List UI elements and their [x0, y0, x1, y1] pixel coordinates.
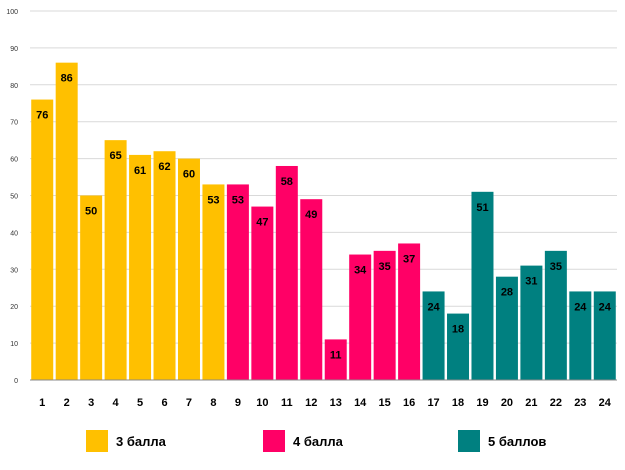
bar-value-label: 47	[256, 217, 268, 229]
bar	[324, 339, 347, 380]
bar	[275, 165, 298, 380]
bar	[422, 291, 445, 380]
bar	[593, 291, 616, 380]
x-tick-label: 14	[354, 397, 367, 409]
x-tick-label: 16	[403, 397, 415, 409]
bar-value-label: 35	[550, 261, 562, 273]
x-tick-label: 21	[525, 397, 537, 409]
bar	[569, 291, 592, 380]
x-tick-label: 5	[137, 397, 143, 409]
bar-value-label: 24	[427, 301, 440, 313]
x-tick-label: 24	[599, 397, 612, 409]
bar	[31, 99, 54, 380]
bars	[31, 62, 616, 380]
x-tick-label: 22	[550, 397, 562, 409]
x-tick-label: 13	[330, 397, 342, 409]
bar	[349, 254, 372, 380]
x-tick-label: 11	[281, 397, 293, 409]
bar-value-label: 53	[232, 194, 244, 206]
bar-value-label: 76	[36, 110, 48, 122]
x-tick-label: 23	[574, 397, 586, 409]
legend-item-4: 4 балла	[263, 430, 343, 452]
bar-value-label: 35	[379, 261, 391, 273]
y-tick-label: 80	[10, 83, 18, 90]
legend-label-4: 4 балла	[293, 433, 343, 449]
x-tick-label: 17	[427, 397, 439, 409]
x-tick-label: 7	[186, 397, 192, 409]
x-tick-label: 20	[501, 397, 513, 409]
x-axis-tick-labels: 1 2 3 4 5 6 7 8 9 10 11 12 13 14 15 16 17 18 19 20 21 22 23 24	[39, 397, 612, 409]
bar	[471, 191, 494, 380]
y-tick-label: 0	[14, 378, 18, 385]
bar	[177, 158, 200, 380]
bar	[495, 276, 518, 380]
bar-value-label: 61	[134, 165, 146, 177]
x-tick-label: 9	[235, 397, 241, 409]
bar-value-label: 53	[207, 194, 219, 206]
bar	[153, 151, 176, 380]
x-tick-label: 6	[161, 397, 167, 409]
x-tick-label: 12	[305, 397, 317, 409]
legend-label-5: 5 баллов	[488, 433, 547, 449]
x-tick-label: 19	[476, 397, 488, 409]
y-tick-label: 10	[10, 341, 18, 348]
bar	[129, 154, 152, 380]
x-tick-label: 15	[379, 397, 391, 409]
bar-value-label: 11	[330, 349, 342, 361]
gridlines	[30, 10, 617, 344]
legend-item-3: 3 балла	[86, 430, 166, 452]
y-tick-label: 40	[10, 230, 18, 237]
y-tick-label: 100	[6, 9, 18, 16]
legend-swatch-3	[86, 430, 108, 452]
bar-value-label: 65	[109, 150, 121, 162]
bar	[544, 250, 567, 380]
legend-item-5: 5 баллов	[458, 430, 546, 452]
bar-value-label: 86	[61, 73, 73, 85]
x-tick-label: 18	[452, 397, 464, 409]
y-tick-label: 60	[10, 157, 18, 164]
legend-swatch-5	[458, 430, 480, 452]
data-labels: 76 86 50 65 61 62 60 53 53 47 58 49 11 34 35 37 24 18 51 28…	[36, 73, 612, 362]
y-tick-label: 70	[10, 120, 18, 127]
bar-value-label: 58	[281, 176, 293, 188]
bar	[520, 265, 543, 380]
legend-label-3: 3 балла	[116, 433, 166, 449]
x-tick-label: 8	[210, 397, 216, 409]
bar	[80, 195, 103, 380]
bar	[55, 62, 78, 380]
bar	[202, 184, 225, 380]
y-tick-label: 90	[10, 46, 18, 53]
legend-swatch-4	[263, 430, 285, 452]
x-tick-label: 3	[88, 397, 94, 409]
y-axis-tick-labels: 0 10 20 30 40 50 60 70 80 90 100	[6, 9, 18, 385]
bar-value-label: 62	[158, 161, 170, 173]
bar	[447, 313, 470, 380]
bar	[226, 184, 249, 380]
bar	[398, 243, 421, 380]
bar-value-label: 31	[525, 276, 537, 288]
y-tick-label: 30	[10, 267, 18, 274]
x-tick-label: 4	[113, 397, 120, 409]
bar-value-label: 49	[305, 209, 317, 221]
bar-value-label: 18	[452, 324, 464, 336]
y-tick-label: 20	[10, 304, 18, 311]
bar-value-label: 24	[599, 301, 612, 313]
bar-value-label: 60	[183, 169, 195, 181]
bar-value-label: 51	[476, 202, 488, 214]
x-tick-label: 1	[39, 397, 45, 409]
x-tick-label: 10	[256, 397, 268, 409]
bar-value-label: 50	[85, 206, 97, 218]
y-tick-label: 50	[10, 194, 18, 201]
bar	[300, 199, 323, 380]
x-tick-label: 2	[64, 397, 70, 409]
bar-value-label: 34	[354, 265, 367, 277]
bar-value-label: 28	[501, 287, 513, 299]
bar	[251, 206, 274, 380]
bar	[373, 250, 396, 380]
bar-value-label: 24	[574, 301, 587, 313]
bar	[104, 140, 127, 380]
bar-value-label: 37	[403, 253, 415, 265]
